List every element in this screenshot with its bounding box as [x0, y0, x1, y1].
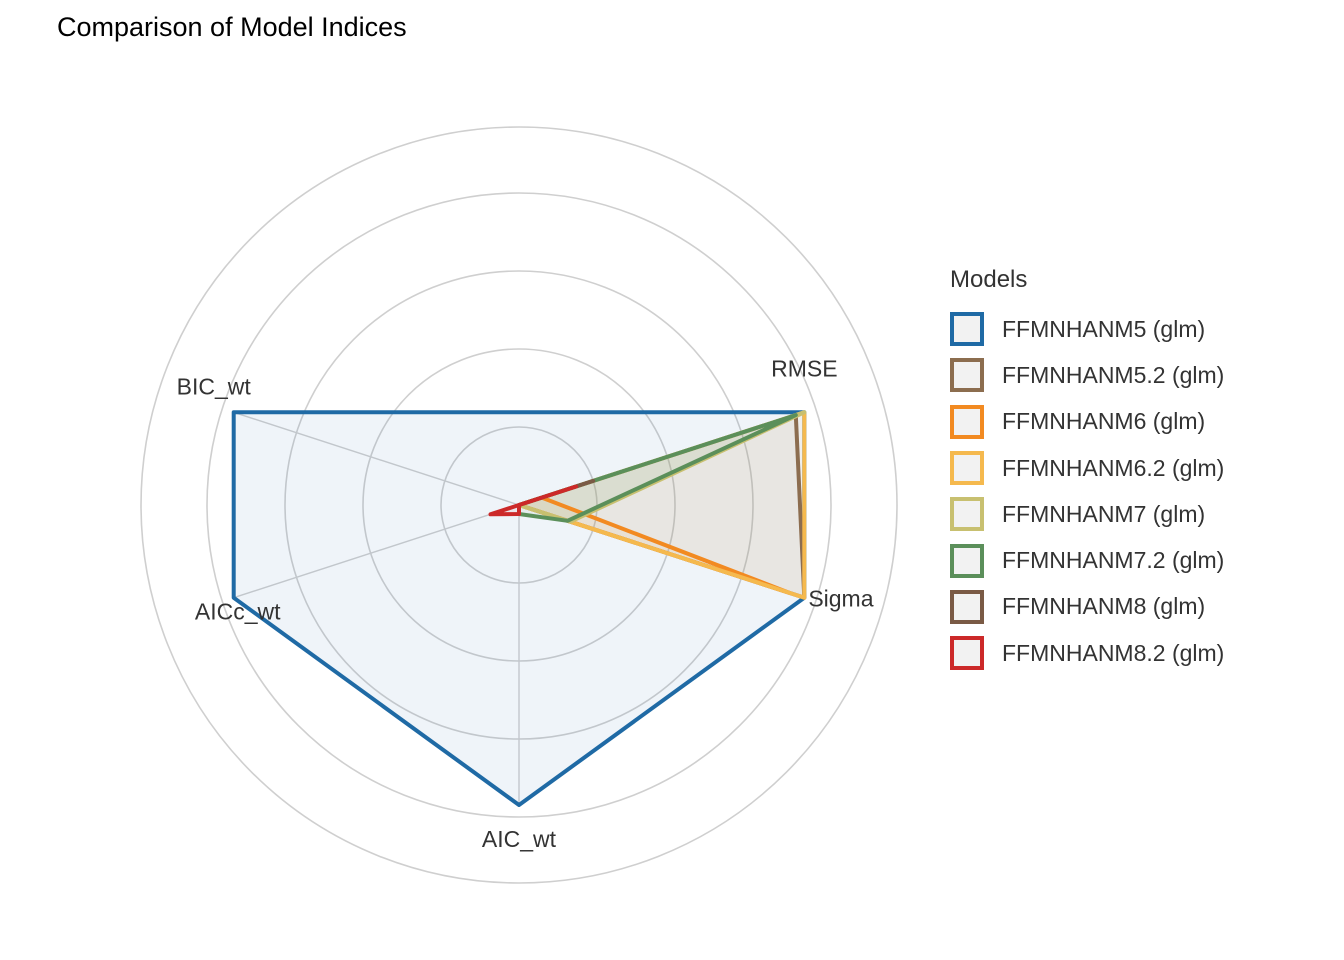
legend-item: FFMNHANM6 (glm): [950, 399, 1224, 445]
axis-label-bic-wt: BIC_wt: [177, 373, 252, 399]
legend-item: FFMNHANM5 (glm): [950, 306, 1224, 352]
legend-swatch: [950, 497, 984, 532]
spoke-bic-wt: [233, 411, 520, 506]
legend-label: FFMNHANM7 (glm): [1002, 500, 1206, 527]
legend-label: FFMNHANM6 (glm): [1002, 408, 1206, 435]
legend-label: FFMNHANM8 (glm): [1002, 593, 1206, 620]
legend-swatch: [950, 543, 984, 578]
grid-circle-4: [206, 192, 832, 818]
legend-item: FFMNHANM7.2 (glm): [950, 537, 1224, 583]
legend-label: FFMNHANM7.2 (glm): [1002, 547, 1225, 574]
legend-item: FFMNHANM7 (glm): [950, 491, 1224, 537]
axis-label-aicc-wt: AICc_wt: [195, 599, 281, 625]
legend-title: Models: [950, 266, 1028, 293]
legend-item: FFMNHANM8 (glm): [950, 584, 1224, 630]
legend-label: FFMNHANM6.2 (glm): [1002, 454, 1225, 481]
chart-title: Comparison of Model Indices: [57, 12, 407, 42]
series-fills: [233, 412, 805, 805]
series-fill-2: [519, 415, 805, 598]
spoke-aicc-wt: [233, 504, 520, 599]
legend-item: FFMNHANM6.2 (glm): [950, 445, 1224, 491]
legend-swatch: [950, 312, 984, 347]
legend-swatch: [950, 589, 984, 624]
axis-label-aic-wt: AIC_wt: [482, 826, 557, 852]
legend-label: FFMNHANM5.2 (glm): [1002, 361, 1225, 388]
series-fill-4: [519, 412, 805, 598]
legend-items: FFMNHANM5 (glm) FFMNHANM5.2 (glm) FFMNHANM…: [950, 306, 1224, 676]
legend-item: FFMNHANM8.2 (glm): [950, 630, 1224, 676]
series-line-8: [488, 484, 579, 517]
series-fill-5: [519, 412, 805, 522]
legend-item: FFMNHANM5.2 (glm): [950, 352, 1224, 398]
axis-label-sigma: Sigma: [808, 586, 873, 612]
legend-swatch: [950, 404, 984, 439]
legend-label: FFMNHANM5 (glm): [1002, 315, 1206, 342]
legend-swatch: [950, 636, 984, 671]
grid-circle-5: [140, 126, 898, 884]
series-fill-6: [519, 415, 796, 521]
legend: Models FFMNHANM5 (glm) FFMNHANM5.2 (glm) F…: [950, 266, 1224, 676]
legend-swatch: [950, 358, 984, 393]
series-lines: [231, 410, 807, 807]
series-fill-1: [233, 412, 805, 805]
legend-label: FFMNHANM8.2 (glm): [1002, 639, 1225, 666]
axis-labels: RMSE Sigma AIC_wt AICc_wt BIC_wt: [177, 355, 874, 852]
radar-chart: RMSE Sigma AIC_wt AICc_wt BIC_wt: [140, 126, 898, 884]
axis-label-rmse: RMSE: [771, 355, 837, 381]
legend-swatch: [950, 451, 984, 486]
